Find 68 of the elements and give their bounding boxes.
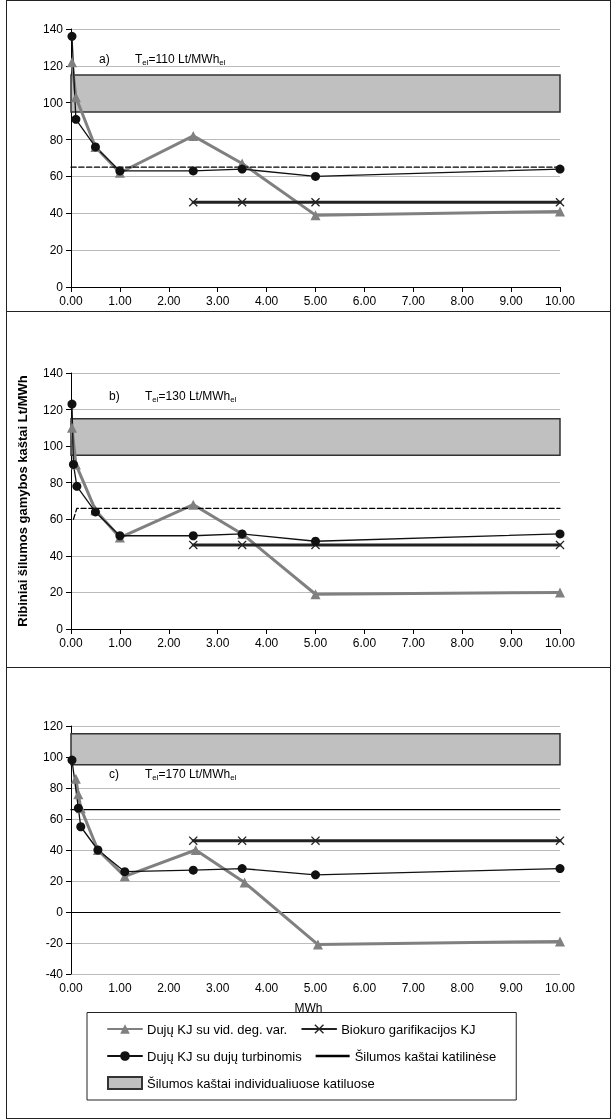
x-tick-label: 5.00 [303, 981, 328, 995]
x-tick-label: 6.00 [352, 294, 377, 308]
x-tick-label: 3.00 [206, 636, 230, 650]
x-tick-label: 8.00 [450, 981, 475, 995]
y-tick-label: 140 [42, 366, 64, 380]
x-tick-label: 1.00 [108, 636, 132, 650]
legend-label: Dujų KJ su dujų turbinomis [147, 1048, 303, 1064]
y-tick-label: 20 [49, 585, 64, 600]
y-tick-label: 100 [42, 439, 64, 454]
x-tick-label: 1.00 [108, 981, 132, 995]
x-tick-label: 2.00 [157, 294, 181, 308]
x-axis-title: MWh [294, 1001, 323, 1015]
y-tick-label: 60 [49, 812, 64, 826]
x-tick-label: 6.00 [352, 636, 377, 650]
x-tick-label: 0.00 [59, 636, 83, 650]
y-tick-label: 80 [49, 475, 64, 490]
x-tick-label: 1.00 [108, 294, 132, 308]
x-tick-label: 10.00 [544, 981, 576, 995]
x-tick-label: 6.00 [352, 981, 377, 995]
legend-label: Dujų KJ su vid. deg. var. [147, 1021, 288, 1037]
y-tick-label: -20 [45, 936, 64, 950]
x-tick-label: 2.00 [157, 636, 181, 650]
legend-label: Šilumos kaštai katilinėse [354, 1048, 497, 1064]
y-tick-label: 100 [42, 95, 64, 110]
y-tick-label: 40 [49, 843, 64, 857]
y-tick-label: 0 [56, 280, 64, 294]
y-tick-label: 20 [49, 874, 64, 888]
legend-label: Biokuro garifikacijos KJ [341, 1021, 476, 1037]
x-tick-label: 7.00 [401, 636, 426, 650]
y-tick-label: 120 [42, 719, 64, 733]
y-tick-label: 80 [49, 781, 64, 795]
y-tick-label: 120 [42, 402, 64, 417]
x-tick-label: 8.00 [450, 294, 475, 308]
x-tick-label: 4.00 [254, 636, 279, 650]
x-tick-label: 4.00 [254, 981, 279, 995]
y-tick-label: 60 [49, 169, 64, 184]
y-tick-label: 40 [49, 548, 64, 563]
y-axis-title: Ribiniai šilumos gamybos kaštai Lt/MWh [15, 375, 30, 627]
x-tick-label: 9.00 [499, 636, 524, 650]
y-tick-label: 0 [56, 905, 64, 919]
x-tick-label: 5.00 [303, 636, 328, 650]
annotation: b) [109, 389, 120, 403]
x-tick-label: 5.00 [303, 294, 328, 308]
x-tick-label: 0.00 [59, 981, 83, 995]
x-tick-label: 9.00 [499, 981, 524, 995]
x-tick-label: 2.00 [157, 981, 181, 995]
y-tick-label: 80 [49, 132, 64, 147]
x-tick-label: 4.00 [254, 294, 279, 308]
y-tick-label: 40 [49, 206, 64, 221]
y-tick-label: 100 [42, 750, 64, 764]
x-tick-label: 7.00 [401, 981, 426, 995]
legend-label: Šilumos kaštai individualiuose katiluose [147, 1075, 375, 1091]
y-tick-label: 20 [49, 243, 64, 258]
y-tick-label: 60 [49, 512, 64, 527]
x-tick-label: 9.00 [499, 294, 524, 308]
annotation: a) [99, 52, 110, 66]
x-tick-label: 7.00 [401, 294, 426, 308]
x-tick-label: 10.00 [544, 636, 576, 650]
y-tick-label: 0 [56, 622, 64, 636]
annotation: c) [109, 767, 119, 781]
y-tick-label: -40 [45, 967, 64, 981]
x-tick-label: 0.00 [59, 294, 83, 308]
x-tick-label: 10.00 [544, 294, 576, 308]
y-tick-label: 140 [42, 22, 64, 36]
x-tick-label: 3.00 [206, 294, 230, 308]
x-tick-label: 8.00 [450, 636, 475, 650]
x-tick-label: 3.00 [206, 981, 230, 995]
y-tick-label: 120 [42, 58, 64, 73]
